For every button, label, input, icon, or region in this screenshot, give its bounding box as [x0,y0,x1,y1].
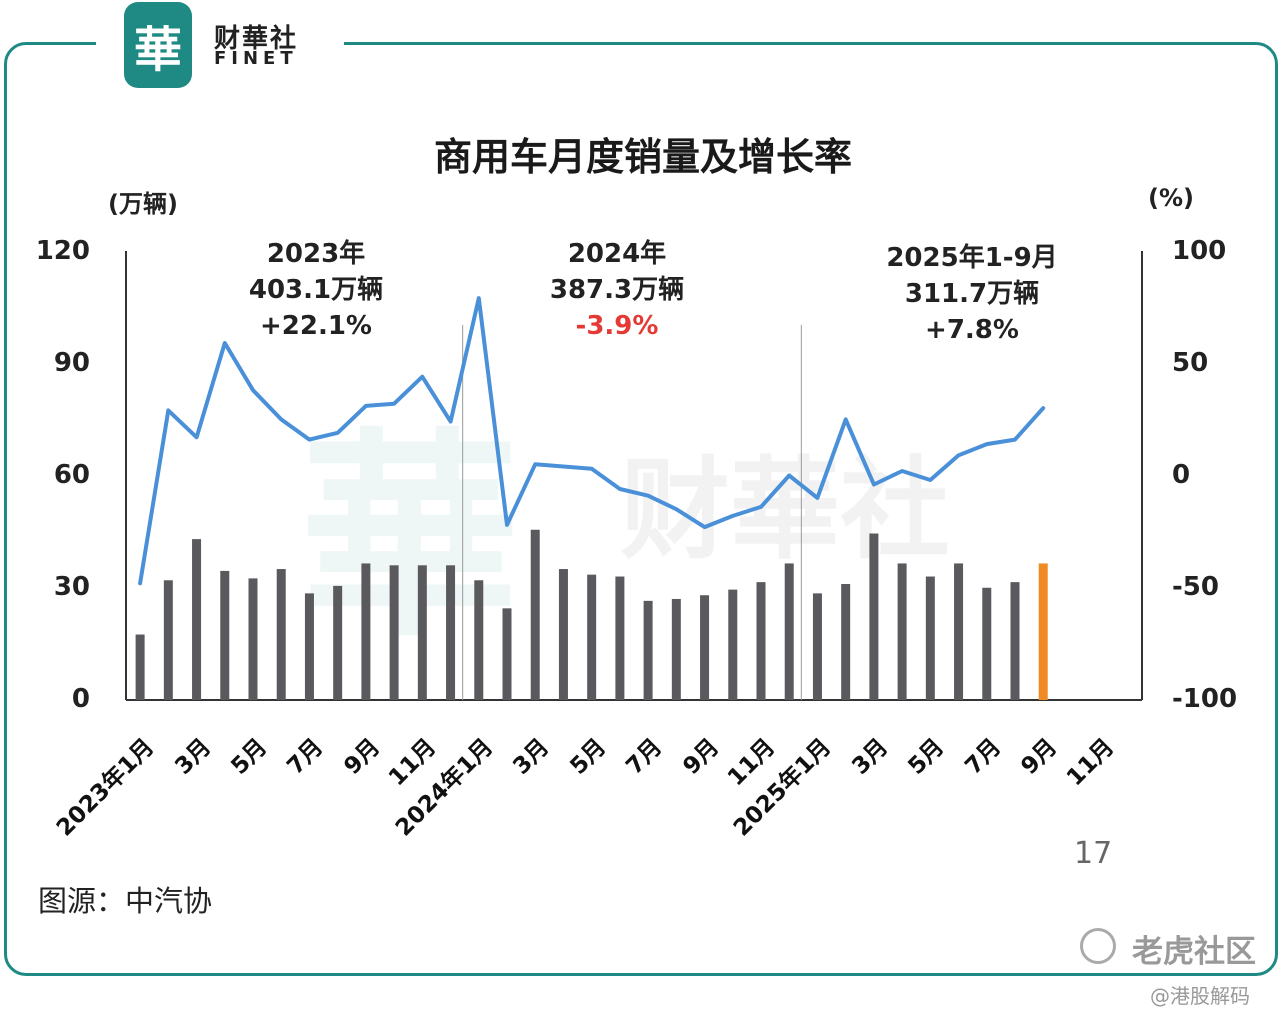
watermark-site: 老虎社区 [1132,934,1256,970]
bar-sales [558,569,568,700]
bar-sales [869,533,879,700]
bar-sales [474,580,484,700]
bar-sales [615,576,625,700]
right-tick: -100 [1172,684,1238,714]
annotation-growth: +7.8% [925,315,1019,345]
brand-name-cn: 财華社 [214,24,299,54]
bar-sales [925,576,935,700]
annotation-total: 311.7万辆 [904,279,1040,309]
bar-sales [361,563,371,700]
bar-sales [671,598,681,700]
brand-name-en: FINET [214,48,298,69]
annotation-2023: 2023年 403.1万辆 +22.1% [196,236,436,344]
annotation-year: 2025年1-9月 [886,243,1058,273]
bar-sales [220,570,230,700]
bar-sales [700,595,710,700]
annotation-growth: +22.1% [260,311,372,341]
left-axis-unit: (万辆) [108,190,178,218]
watermark-handle: @港股解码 [1150,984,1250,1008]
bar-sales [446,565,456,700]
bar-sales [1010,582,1020,700]
bar-sales [502,608,512,700]
annotation-year: 2023年 [266,239,366,269]
bar-sales [784,563,794,700]
annotation-2025: 2025年1-9月 311.7万辆 +7.8% [852,240,1092,348]
chart-title: 商用车月度销量及增长率 [433,135,852,179]
bar-sales [841,584,851,700]
bar-sales [812,593,822,700]
left-tick: 0 [71,684,90,714]
bar-sales [756,582,766,700]
left-tick: 30 [53,572,90,602]
bar-sales [982,587,992,700]
bar-sales [333,585,343,700]
bar-sales [954,563,964,700]
right-tick: 0 [1172,460,1191,490]
right-tick: 100 [1172,236,1227,266]
annotation-2024: 2024年 387.3万辆 -3.9% [497,236,737,344]
left-tick: 60 [53,460,90,490]
source-note: 图源：中汽协 [38,884,213,918]
annotation-year: 2024年 [567,239,667,269]
left-tick: 90 [53,348,90,378]
annotation-total: 387.3万辆 [549,275,685,305]
bar-sales [1038,563,1048,700]
bar-sales [643,600,653,700]
bar-sales [248,578,258,700]
bar-sales [417,565,427,700]
bar-sales [192,539,202,700]
chart-frame [4,42,1278,976]
right-tick: -50 [1172,572,1219,602]
bar-sales [135,634,145,700]
bar-sales [163,580,173,700]
bar-sales [897,563,907,700]
left-tick: 120 [35,236,90,266]
brand-logo: 華 [124,2,192,88]
bar-sales [276,569,286,700]
bar-sales [389,565,399,700]
annotation-growth: -3.9% [575,311,659,341]
right-axis-unit: (%) [1148,184,1194,212]
annotation-total: 403.1万辆 [248,275,384,305]
tiger-logo-icon [1080,928,1116,964]
page-number: 17 [1074,836,1113,871]
bar-sales [587,574,597,700]
right-tick: 50 [1172,348,1209,378]
bar-sales [728,589,738,700]
bar-sales [304,593,314,700]
bar-sales [530,529,540,700]
